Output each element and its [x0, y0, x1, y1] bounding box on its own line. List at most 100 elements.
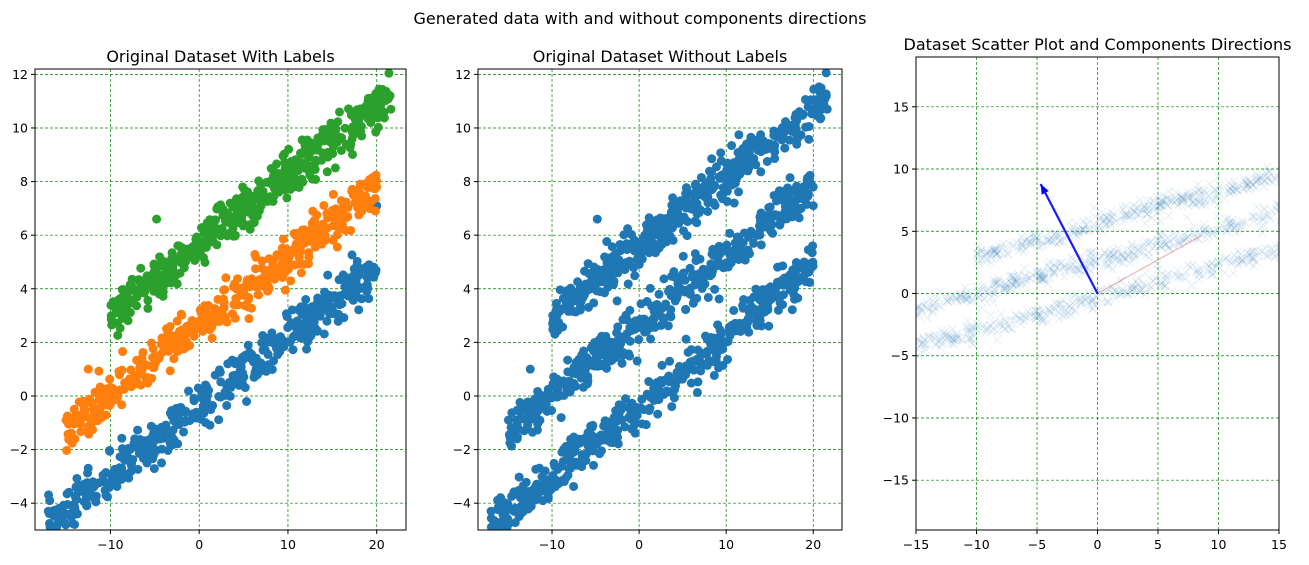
data-point: [1130, 252, 1139, 262]
data-point: [999, 324, 1009, 334]
data-point: [70, 434, 80, 444]
data-point: [994, 277, 1004, 287]
data-point: [1056, 299, 1065, 309]
data-point: [1182, 234, 1191, 243]
data-point: [1081, 296, 1091, 305]
data-point: [973, 258, 982, 268]
data-point: [656, 320, 666, 330]
data-point: [1294, 205, 1302, 213]
data-point: [936, 331, 945, 341]
data-point: [1301, 203, 1309, 211]
data-point: [1297, 205, 1305, 213]
data-point: [966, 334, 976, 343]
data-point: [1176, 232, 1186, 241]
data-point: [326, 118, 336, 128]
x-tick-label: 10: [718, 537, 734, 552]
data-point: [1142, 205, 1152, 214]
data-point: [967, 326, 977, 336]
data-point: [1243, 247, 1253, 257]
data-point: [1193, 197, 1203, 207]
data-point: [220, 387, 230, 397]
data-point: [136, 380, 146, 390]
data-point: [1202, 260, 1212, 269]
data-point: [1157, 196, 1167, 206]
data-point: [727, 141, 737, 151]
data-point: [346, 110, 356, 120]
data-point: [972, 324, 981, 334]
data-point: [681, 189, 691, 199]
data-point: [312, 210, 322, 220]
data-point: [950, 333, 960, 343]
data-point: [944, 333, 954, 342]
data-point: [808, 182, 818, 192]
data-point: [1080, 294, 1089, 304]
data-point: [756, 167, 766, 177]
data-point: [781, 191, 791, 201]
data-point: [101, 410, 111, 420]
data-point: [978, 323, 988, 332]
data-point: [486, 506, 496, 516]
data-point: [942, 329, 952, 339]
data-point: [1000, 284, 1010, 293]
data-point: [793, 134, 803, 144]
data-point: [1055, 231, 1065, 240]
data-point: [991, 249, 1001, 259]
data-point: [113, 388, 123, 398]
series-3: [106, 69, 396, 340]
data-point: [606, 340, 616, 350]
data-point: [943, 296, 952, 306]
data-point: [1037, 275, 1047, 285]
data-point: [1238, 255, 1247, 265]
data-point: [924, 331, 933, 341]
data-point: [1164, 211, 1174, 221]
data-point: [1144, 204, 1154, 213]
data-point: [346, 225, 356, 235]
data-point: [1052, 300, 1062, 310]
data-point: [1019, 312, 1029, 321]
data-point: [1084, 226, 1094, 236]
data-point: [666, 374, 676, 384]
data-point: [1194, 185, 1204, 195]
data-point: [1074, 229, 1084, 238]
data-point: [1243, 181, 1252, 190]
data-point: [1099, 247, 1109, 257]
data-point: [963, 316, 973, 326]
data-point: [173, 439, 183, 449]
data-point: [282, 184, 292, 194]
data-point: [771, 289, 781, 299]
data-point: [1286, 254, 1294, 262]
data-point: [1031, 307, 1041, 316]
data-point: [106, 469, 116, 479]
data-point: [956, 291, 965, 301]
data-point: [1297, 245, 1305, 253]
data-point: [1101, 213, 1111, 223]
data-point: [1258, 214, 1268, 223]
data-point: [1222, 226, 1232, 235]
data-point: [1075, 226, 1085, 235]
data-point: [1088, 296, 1098, 305]
data-point: [676, 370, 686, 380]
data-point: [44, 490, 54, 500]
data-point: [683, 217, 693, 227]
data-point: [1114, 290, 1123, 299]
data-point: [1119, 211, 1128, 220]
data-point: [803, 102, 813, 112]
data-point: [1038, 240, 1048, 249]
data-point: [1111, 294, 1120, 304]
data-point: [52, 520, 62, 530]
data-point: [250, 249, 260, 259]
data-point: [944, 335, 954, 344]
data-point: [972, 318, 982, 328]
data-point: [1065, 301, 1075, 311]
data-point: [1121, 212, 1131, 222]
data-point: [1005, 323, 1015, 333]
data-point: [593, 361, 603, 371]
data-point: [272, 264, 282, 274]
data-point: [1160, 281, 1170, 291]
data-point: [1171, 188, 1181, 197]
data-point: [1292, 201, 1300, 209]
data-point: [1227, 258, 1236, 268]
data-point: [1124, 252, 1133, 261]
data-point: [1258, 211, 1268, 221]
data-point: [1144, 253, 1154, 262]
